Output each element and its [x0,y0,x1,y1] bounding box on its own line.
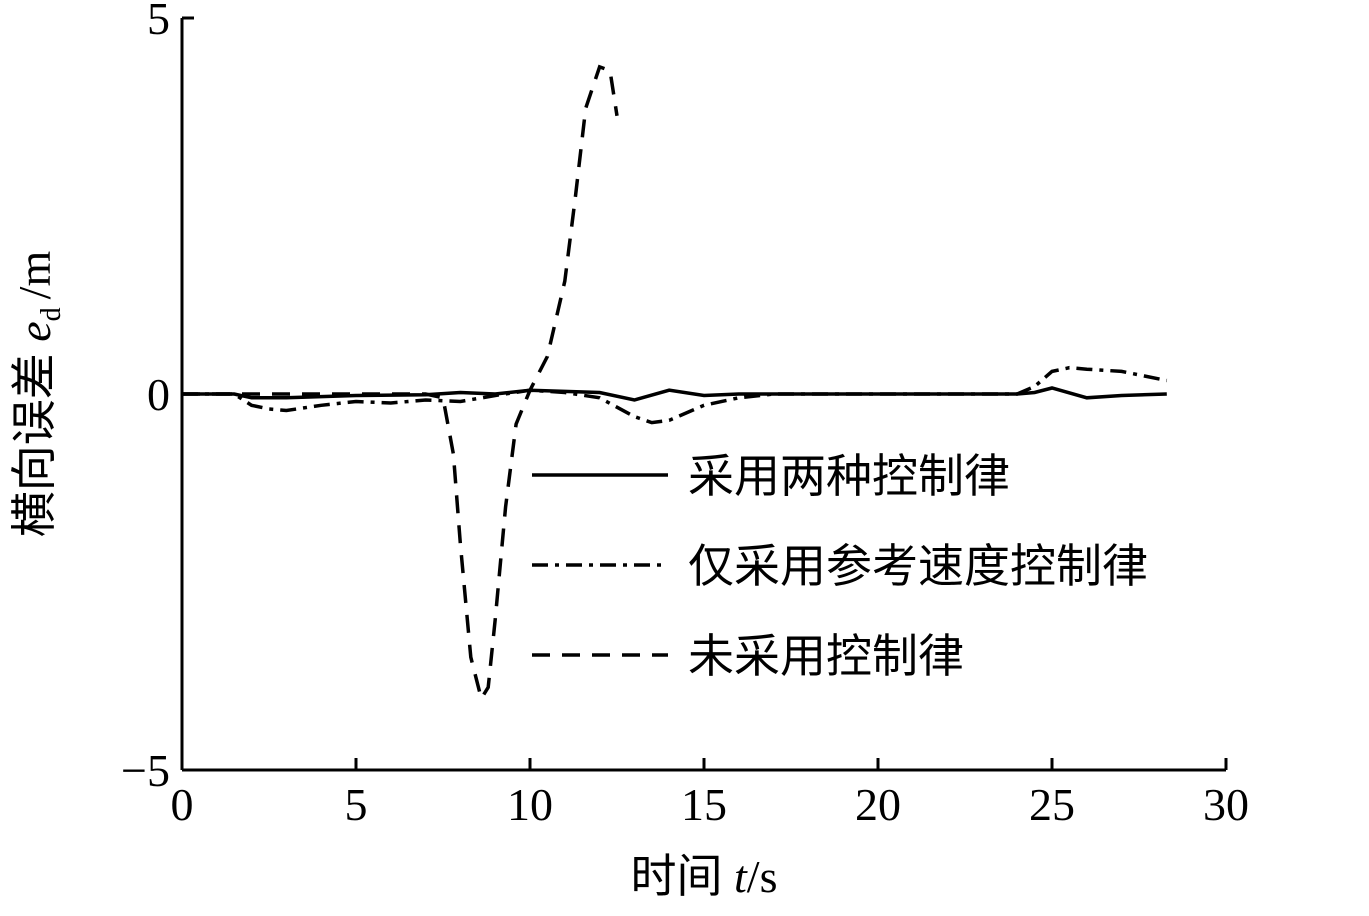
y-label-var: e [9,321,60,341]
x-tick-label: 25 [1029,779,1075,830]
series-line [182,386,1167,402]
y-tick-label: 0 [147,369,170,420]
x-axis-label: 时间 t/s [631,851,778,902]
y-tick-label: 5 [147,0,170,44]
x-tick-label: 30 [1203,779,1249,830]
x-label-text: 时间 [631,851,723,902]
x-tick-label: 0 [171,779,194,830]
legend-label: 采用两种控制律 [688,451,1010,502]
y-label-sub: d [36,307,67,321]
x-label-unit: /s [747,851,778,902]
x-tick-label: 10 [507,779,553,830]
series-line [182,365,1168,425]
x-tick-label: 20 [855,779,901,830]
y-tick-label: −5 [121,745,170,796]
x-tick-label: 5 [345,779,368,830]
legend-label: 仅采用参考速度控制律 [688,541,1148,592]
legend-label: 未采用控制律 [688,631,964,682]
y-label-unit: /m [9,251,60,300]
x-tick-label: 15 [681,779,727,830]
y-axis-label: 横向误差 ed/m [9,251,67,538]
y-label-text: 横向误差 [9,353,60,537]
x-label-var: t [734,851,748,902]
series-line [182,64,619,704]
